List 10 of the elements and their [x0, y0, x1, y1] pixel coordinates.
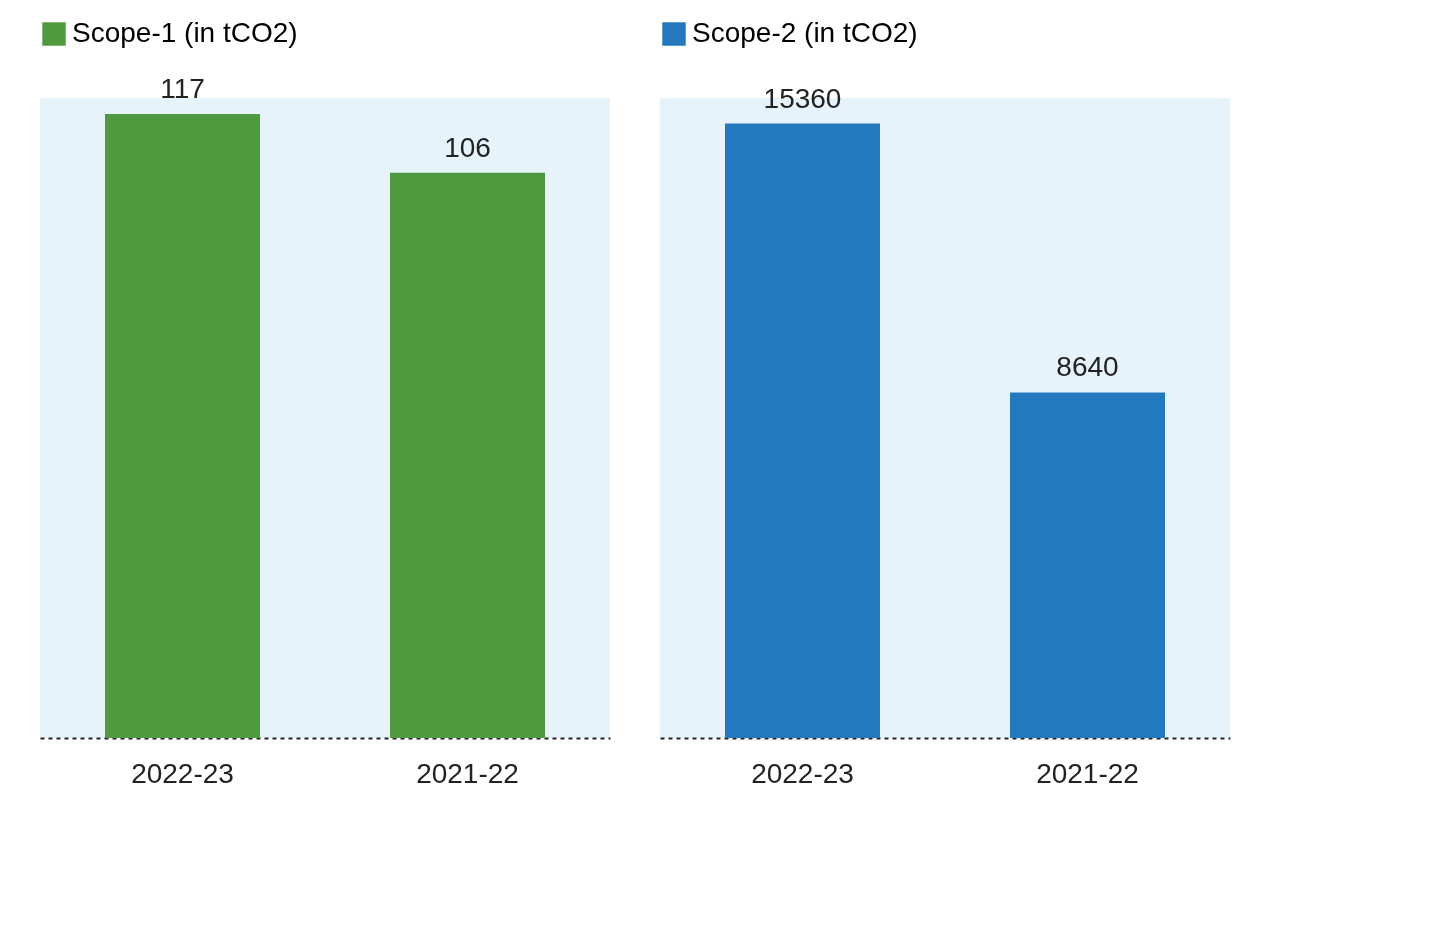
x-tick-label: 2022-23: [131, 757, 234, 789]
x-tick-label: 2022-23: [751, 757, 854, 789]
legend-label: Scope-2 (in tCO2): [692, 17, 918, 48]
data-label: 106: [444, 131, 491, 163]
x-tick-label: 2021-22: [1036, 757, 1139, 789]
data-label: 117: [160, 73, 205, 104]
legend-label: Scope-1 (in tCO2): [72, 17, 298, 48]
x-tick-label: 2021-22: [416, 757, 519, 789]
data-label: 15360: [763, 82, 842, 114]
data-label: 8640: [1056, 351, 1119, 383]
